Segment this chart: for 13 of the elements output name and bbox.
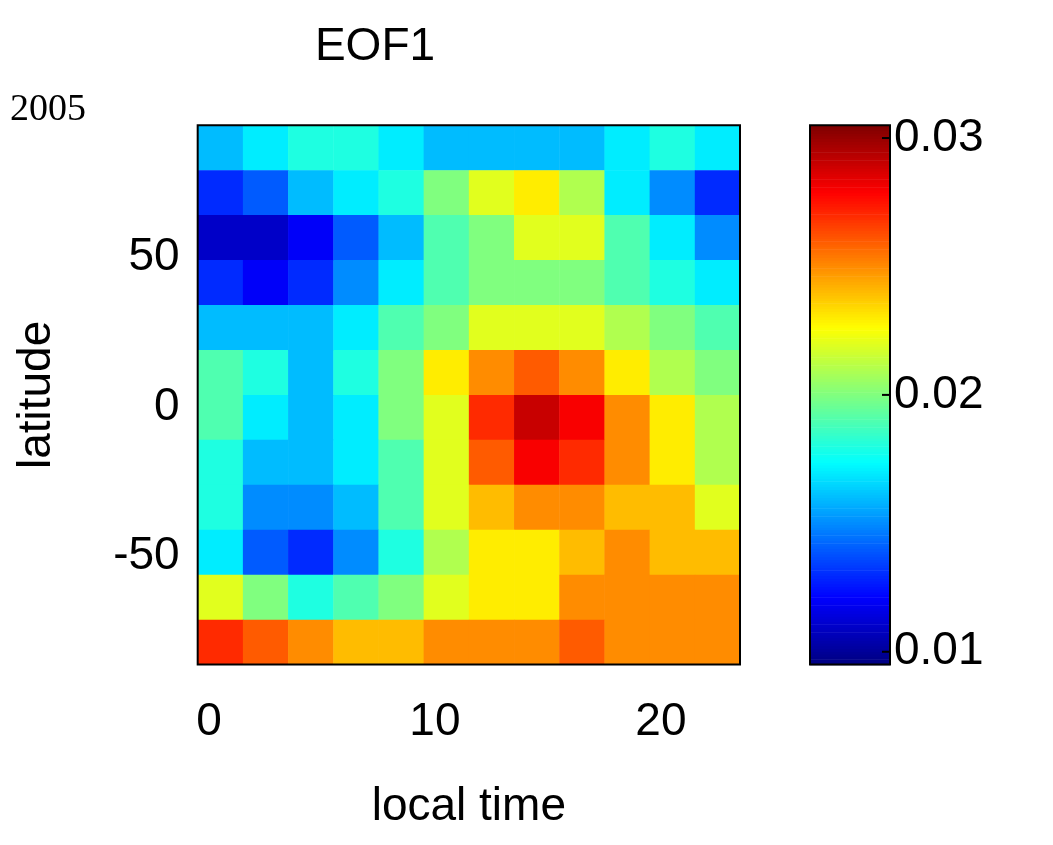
y-tick-label: 50 (128, 227, 180, 280)
x-axis-title: local time (371, 778, 566, 831)
x-tick-label: 0 (196, 692, 222, 745)
color-bar-label: 0.02 (894, 365, 984, 418)
text: 2005 (10, 85, 86, 128)
y-axis-title: latitude (8, 320, 61, 470)
y-tick-label: 0 (154, 377, 180, 430)
color-bar-label: 0.03 (894, 108, 984, 161)
x-tick-label: 20 (635, 692, 687, 745)
chart-title: EOF1 (314, 18, 436, 71)
color-bar-label: 0.01 (894, 622, 984, 675)
y-tick-label: -50 (113, 527, 180, 580)
x-tick-label: 10 (409, 692, 461, 745)
